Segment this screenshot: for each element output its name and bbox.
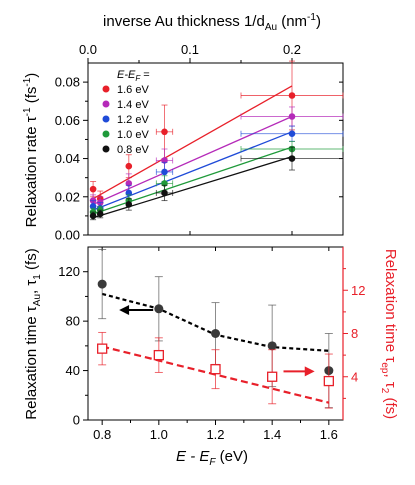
top-x-tick-label: 0.2: [283, 42, 301, 57]
right-axis-arrow-head: [304, 366, 315, 377]
bottom-left-y-axis-title: Relaxation time τAu, τ1 (fs): [23, 248, 43, 419]
data-point: [161, 189, 168, 197]
top-x-tick-label: 0.1: [181, 42, 199, 57]
series-1-6-ev: [89, 60, 344, 207]
data-point: [267, 371, 278, 382]
data-point: [288, 130, 296, 138]
data-point: [210, 364, 221, 375]
data-point: [125, 201, 133, 208]
fit-line: [92, 156, 293, 219]
legend-label-1-6-ev: 1.6 eV: [117, 84, 149, 96]
bottom-right-y-tick-label: 8: [351, 326, 358, 341]
bottom-left-y-tick-label: 40: [66, 363, 80, 378]
bottom-x-tick-label: 1.6: [320, 427, 338, 442]
data-point: [97, 343, 108, 354]
bottom-right-y-axis-title: Relaxation time τep, τ2 (fs): [379, 249, 399, 419]
data-point: [153, 349, 164, 361]
bottom-x-tick-label: 1.0: [150, 427, 168, 442]
top-x-tick-label: 0.0: [79, 42, 97, 57]
fit-line: [92, 85, 293, 200]
top-panel: inverse Au thickness 1/dAu (nm-1) Relaxa…: [22, 12, 344, 243]
data-point: [161, 168, 168, 176]
bottom-left-y-tick-label: 120: [58, 264, 80, 279]
bottom-x-axis-title: E - EF (eV): [176, 448, 248, 468]
legend-label-1-2-ev: 1.2 eV: [117, 114, 149, 126]
legend-marker-1-0-ev: [102, 130, 110, 138]
bottom-x-tick-label: 1.2: [206, 427, 224, 442]
data-point: [288, 113, 296, 120]
legend-title: E-EF =: [117, 69, 150, 83]
bottom-right-y-tick-label: 12: [351, 283, 365, 298]
data-point: [288, 155, 296, 162]
series-tau-ep: [97, 331, 334, 409]
top-y-tick-label: 0.06: [55, 113, 80, 128]
left-axis-arrow-head: [119, 305, 130, 316]
data-point: [97, 279, 107, 289]
data-point: [125, 162, 133, 170]
bottom-x-tick-label: 0.8: [93, 427, 111, 442]
data-point: [288, 92, 296, 99]
top-y-tick-label: 0.08: [55, 75, 80, 90]
legend-marker-1-2-ev: [102, 115, 110, 123]
bottom-x-tick-label: 1.4: [263, 427, 281, 442]
bottom-left-y-tick-label: 0: [73, 413, 80, 428]
fit-line: [92, 131, 293, 211]
bottom-left-y-tick-label: 80: [66, 314, 80, 329]
data-point: [89, 212, 97, 220]
series-0-8-ev: [89, 146, 344, 221]
data-point: [96, 210, 104, 218]
data-point: [89, 185, 97, 193]
top-y-axis-title: Relaxation rate τ-1 (fs-1): [22, 73, 40, 228]
data-point: [211, 329, 220, 338]
top-y-tick-label: 0.02: [55, 189, 80, 204]
fit-line: [92, 115, 293, 206]
legend-marker-1-6-ev: [102, 85, 110, 93]
legend-marker-1-4-ev: [102, 100, 110, 108]
top-y-tick-label: 0.04: [55, 151, 80, 166]
top-x-axis-title: inverse Au thickness 1/dAu (nm-1): [103, 12, 321, 33]
top-y-tick-label: 0.00: [55, 228, 80, 243]
fit-line: [92, 146, 293, 215]
bottom-panel: E - EF (eV) Relaxation time τAu, τ1 (fs)…: [23, 246, 399, 468]
data-point: [267, 341, 277, 351]
bottom-right-y-tick-label: 4: [351, 369, 358, 384]
data-point: [161, 128, 168, 136]
legend-label-1-0-ev: 1.0 eV: [117, 129, 149, 141]
axis-arrows: [119, 305, 315, 377]
legend-label-1-4-ev: 1.4 eV: [117, 99, 149, 111]
legend-label-0-8-ev: 0.8 eV: [117, 144, 149, 156]
data-point: [154, 304, 164, 314]
legend-marker-0-8-ev: [102, 145, 110, 153]
data-point: [323, 375, 334, 387]
